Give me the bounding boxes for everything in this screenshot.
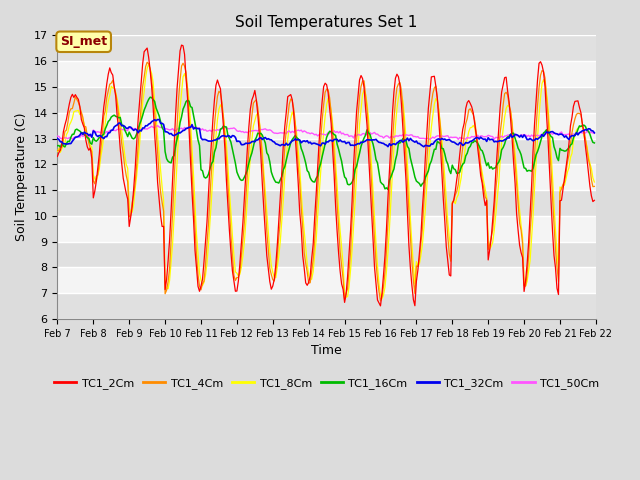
TC1_8Cm (120, 140, 127, 145)
TC1_2Cm (178, 42, 186, 48)
TC1_50Cm (290, 130, 298, 135)
TC1_32Cm (215, 136, 223, 142)
TC1_50Cm (215, 127, 223, 133)
Bar (58, 293, 596, 319)
TC1_16Cm (147, 95, 154, 100)
Legend: TC1_2Cm, TC1_4Cm, TC1_8Cm, TC1_16Cm, TC1_32Cm, TC1_50Cm: TC1_2Cm, TC1_4Cm, TC1_8Cm, TC1_16Cm, TC1… (49, 373, 604, 393)
TC1_2Cm (242, 168, 250, 174)
Bar (58, 113, 596, 139)
TC1_50Cm (233, 128, 241, 134)
TC1_16Cm (564, 146, 572, 152)
TC1_2Cm (215, 82, 223, 88)
Y-axis label: Soil Temperature (C): Soil Temperature (C) (15, 113, 28, 241)
Line: TC1_2Cm: TC1_2Cm (58, 45, 595, 306)
TC1_2Cm (564, 154, 572, 160)
TC1_4Cm (143, 60, 151, 65)
TC1_2Cm (591, 197, 598, 203)
TC1_50Cm (564, 132, 572, 137)
TC1_50Cm (54, 133, 61, 139)
TC1_4Cm (377, 298, 385, 304)
Bar (58, 61, 596, 87)
TC1_4Cm (290, 106, 298, 112)
TC1_16Cm (233, 169, 241, 175)
TC1_8Cm (242, 219, 250, 225)
Bar (58, 190, 596, 216)
TC1_2Cm (233, 288, 241, 294)
TC1_2Cm (290, 110, 298, 116)
TC1_32Cm (591, 130, 598, 136)
Bar (58, 87, 596, 113)
TC1_4Cm (120, 151, 127, 156)
TC1_8Cm (145, 61, 152, 67)
TC1_32Cm (154, 117, 161, 122)
TC1_32Cm (290, 137, 298, 143)
Bar (58, 139, 596, 164)
TC1_50Cm (242, 129, 250, 135)
TC1_32Cm (420, 144, 428, 150)
TC1_16Cm (120, 123, 127, 129)
TC1_50Cm (426, 137, 434, 143)
TC1_16Cm (215, 132, 223, 138)
X-axis label: Time: Time (311, 344, 342, 357)
TC1_2Cm (377, 303, 385, 309)
TC1_8Cm (54, 149, 61, 155)
TC1_4Cm (591, 183, 598, 189)
Line: TC1_4Cm: TC1_4Cm (58, 62, 595, 301)
Bar (58, 216, 596, 242)
TC1_32Cm (120, 122, 127, 128)
TC1_8Cm (233, 270, 241, 276)
TC1_16Cm (591, 140, 598, 146)
TC1_8Cm (215, 106, 223, 112)
TC1_50Cm (154, 123, 161, 129)
Bar (58, 242, 596, 267)
TC1_16Cm (290, 135, 298, 141)
Line: TC1_8Cm: TC1_8Cm (58, 64, 595, 299)
TC1_16Cm (384, 187, 392, 192)
TC1_8Cm (564, 169, 572, 175)
TC1_4Cm (215, 88, 223, 94)
TC1_16Cm (54, 143, 61, 149)
TC1_32Cm (564, 135, 572, 141)
TC1_8Cm (378, 296, 386, 302)
Title: Soil Temperatures Set 1: Soil Temperatures Set 1 (236, 15, 418, 30)
Bar (58, 267, 596, 293)
Text: SI_met: SI_met (60, 35, 108, 48)
TC1_2Cm (120, 175, 127, 181)
TC1_8Cm (591, 179, 598, 185)
TC1_4Cm (242, 194, 250, 200)
TC1_50Cm (591, 131, 598, 136)
TC1_4Cm (233, 275, 241, 280)
Line: TC1_32Cm: TC1_32Cm (58, 120, 595, 147)
TC1_4Cm (564, 159, 572, 165)
TC1_32Cm (242, 140, 250, 146)
TC1_8Cm (290, 113, 298, 119)
TC1_32Cm (54, 136, 61, 142)
Bar (58, 164, 596, 190)
TC1_16Cm (242, 171, 250, 177)
Line: TC1_50Cm: TC1_50Cm (58, 126, 595, 140)
Bar (58, 36, 596, 61)
Line: TC1_16Cm: TC1_16Cm (58, 97, 595, 190)
TC1_50Cm (120, 127, 127, 133)
TC1_2Cm (54, 154, 61, 159)
TC1_4Cm (54, 148, 61, 154)
TC1_32Cm (233, 139, 241, 144)
